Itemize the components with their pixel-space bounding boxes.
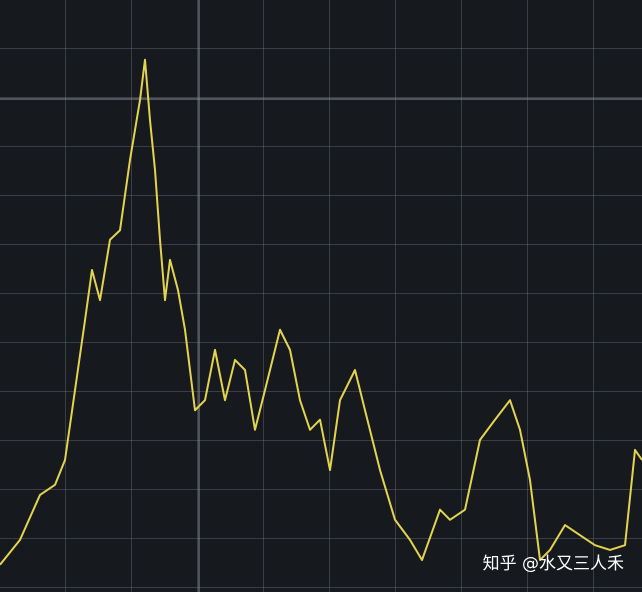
watermark: 知乎 @水又三人禾 <box>482 554 624 574</box>
price-line <box>0 58 642 566</box>
